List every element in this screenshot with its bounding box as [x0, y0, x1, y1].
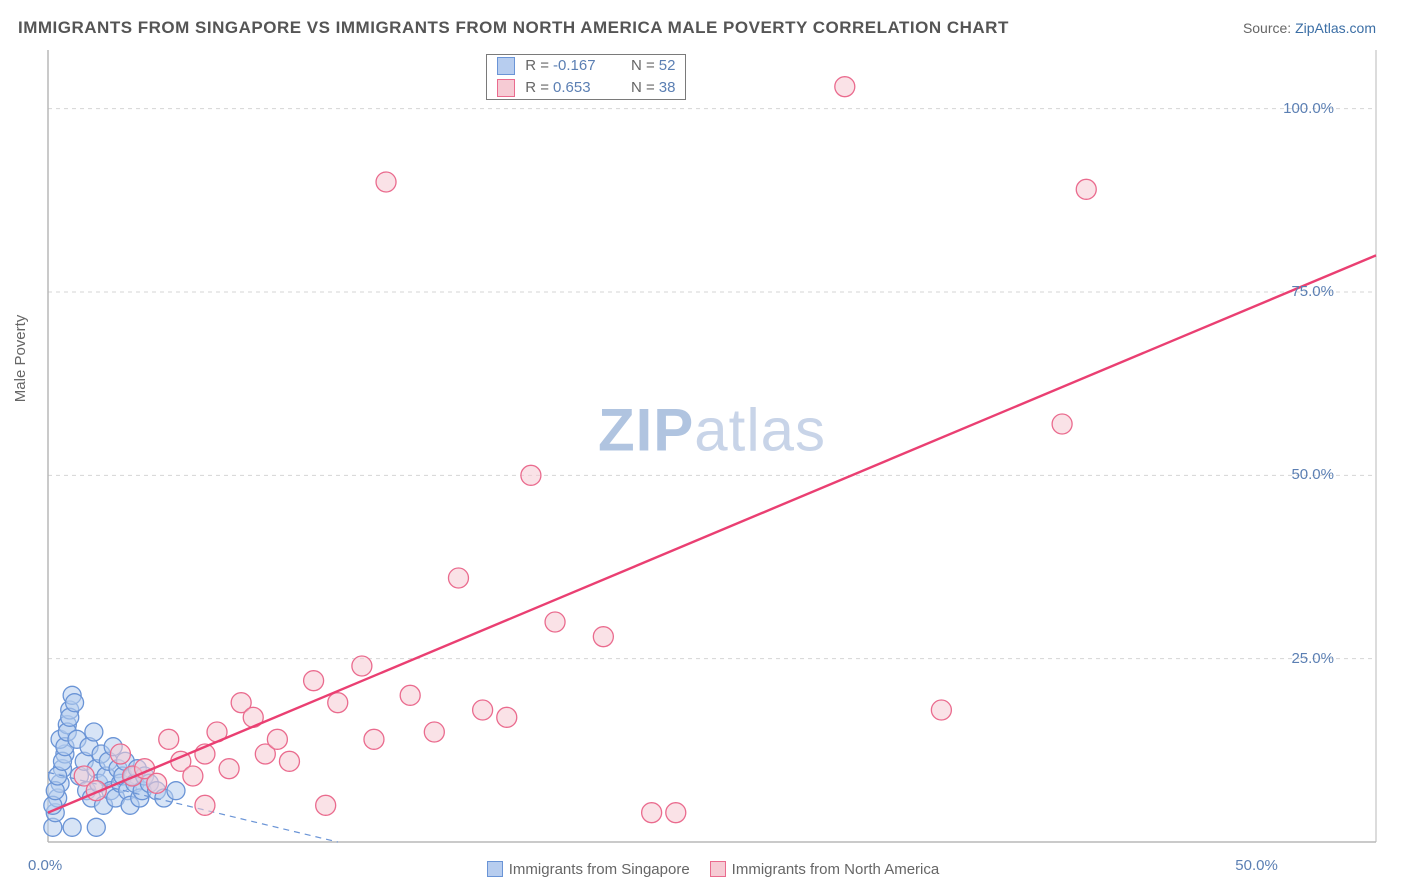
x-tick-label: 50.0% [1235, 857, 1278, 874]
legend-swatch [497, 79, 515, 97]
n-label: N = [631, 57, 655, 74]
y-tick-label: 25.0% [1291, 650, 1334, 667]
r-label: R = [525, 57, 549, 74]
legend-swatch [710, 861, 726, 877]
stats-row: R =0.653 N =38 [487, 77, 685, 99]
y-axis-label: Male Poverty [12, 315, 29, 403]
stats-row: R =-0.167 N =52 [487, 55, 685, 77]
scatter-chart-svg [48, 50, 1376, 842]
n-label: N = [631, 79, 655, 96]
correlation-stats-box: R =-0.167 N =52 R =0.653 N =38 [486, 54, 686, 100]
y-tick-label: 75.0% [1291, 283, 1334, 300]
r-label: R = [525, 79, 549, 96]
source-prefix: Source: [1243, 20, 1291, 36]
series-legend: Immigrants from Singapore Immigrants from… [0, 861, 1406, 878]
y-tick-label: 50.0% [1291, 466, 1334, 483]
legend-swatch [497, 57, 515, 75]
chart-title: IMMIGRANTS FROM SINGAPORE VS IMMIGRANTS … [18, 18, 1009, 38]
r-value: -0.167 [553, 57, 623, 74]
n-value: 38 [659, 79, 676, 96]
x-tick-label: 0.0% [28, 857, 62, 874]
legend-swatch [487, 861, 503, 877]
legend-label: Immigrants from Singapore [509, 861, 690, 878]
r-value: 0.653 [553, 79, 623, 96]
y-tick-label: 100.0% [1283, 100, 1334, 117]
n-value: 52 [659, 57, 676, 74]
chart-plot-area: ZIPatlas R =-0.167N =52R =0.653N =38 25.… [48, 50, 1376, 842]
source-label: Source: ZipAtlas.com [1243, 20, 1376, 36]
source-link[interactable]: ZipAtlas.com [1295, 20, 1376, 36]
legend-label: Immigrants from North America [732, 861, 940, 878]
